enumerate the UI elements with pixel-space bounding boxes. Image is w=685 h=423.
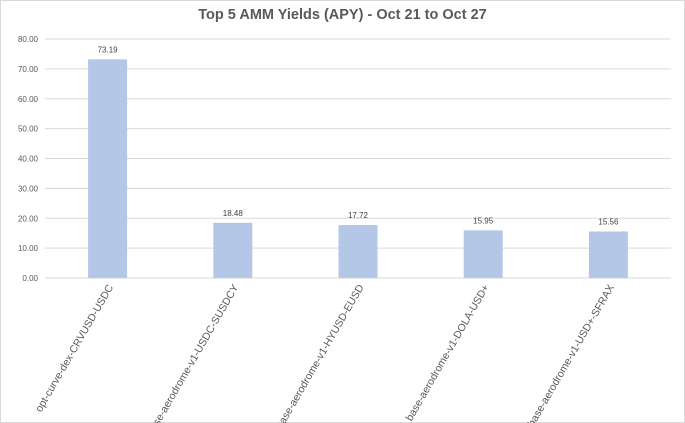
bar [338,225,378,278]
bars [88,59,628,278]
y-tick-label: 30.00 [18,184,39,193]
gridlines [45,38,671,279]
x-axis-category-labels: opt-curve-dex-CRVUSD-USDC base-aerodrome-… [33,282,617,423]
bar [588,231,628,278]
y-tick-label: 10.00 [18,244,39,253]
x-category-label: base-aerodrome-v1-USD+-SFRAX [526,283,617,423]
x-category-label: base-aerodrome-v1-DOLA-USD+ [404,283,492,423]
bar [213,222,253,278]
y-tick-label: 60.00 [18,95,39,104]
bar [88,59,128,278]
chart-title: Top 5 AMM Yields (APY) - Oct 21 to Oct 2… [198,7,487,23]
y-tick-label: 70.00 [18,65,39,74]
x-category-label: opt-curve-dex-CRVUSD-USDC [33,282,116,414]
bar [463,230,503,278]
y-tick-label: 0.00 [22,274,38,283]
data-label: 15.95 [473,216,494,225]
data-label: 73.19 [98,45,119,54]
data-labels: 73.19 18.48 17.72 15.95 15.56 [98,45,619,226]
x-category-label: base-aerodrome-v1-USDC-SUSDCY [145,283,241,423]
x-category-label: base-aerodrome-v1-HYUSD-EUSD [274,282,367,423]
y-tick-label: 80.00 [18,35,39,44]
data-label: 15.56 [598,218,619,227]
data-label: 17.72 [348,211,369,220]
y-tick-label: 20.00 [18,214,39,223]
data-label: 18.48 [223,209,244,218]
y-tick-label: 50.00 [18,125,39,134]
y-axis-tick-labels: 0.00 10.00 20.00 30.00 40.00 50.00 60.00 70.00 8… [18,35,39,283]
y-tick-label: 40.00 [18,155,39,164]
